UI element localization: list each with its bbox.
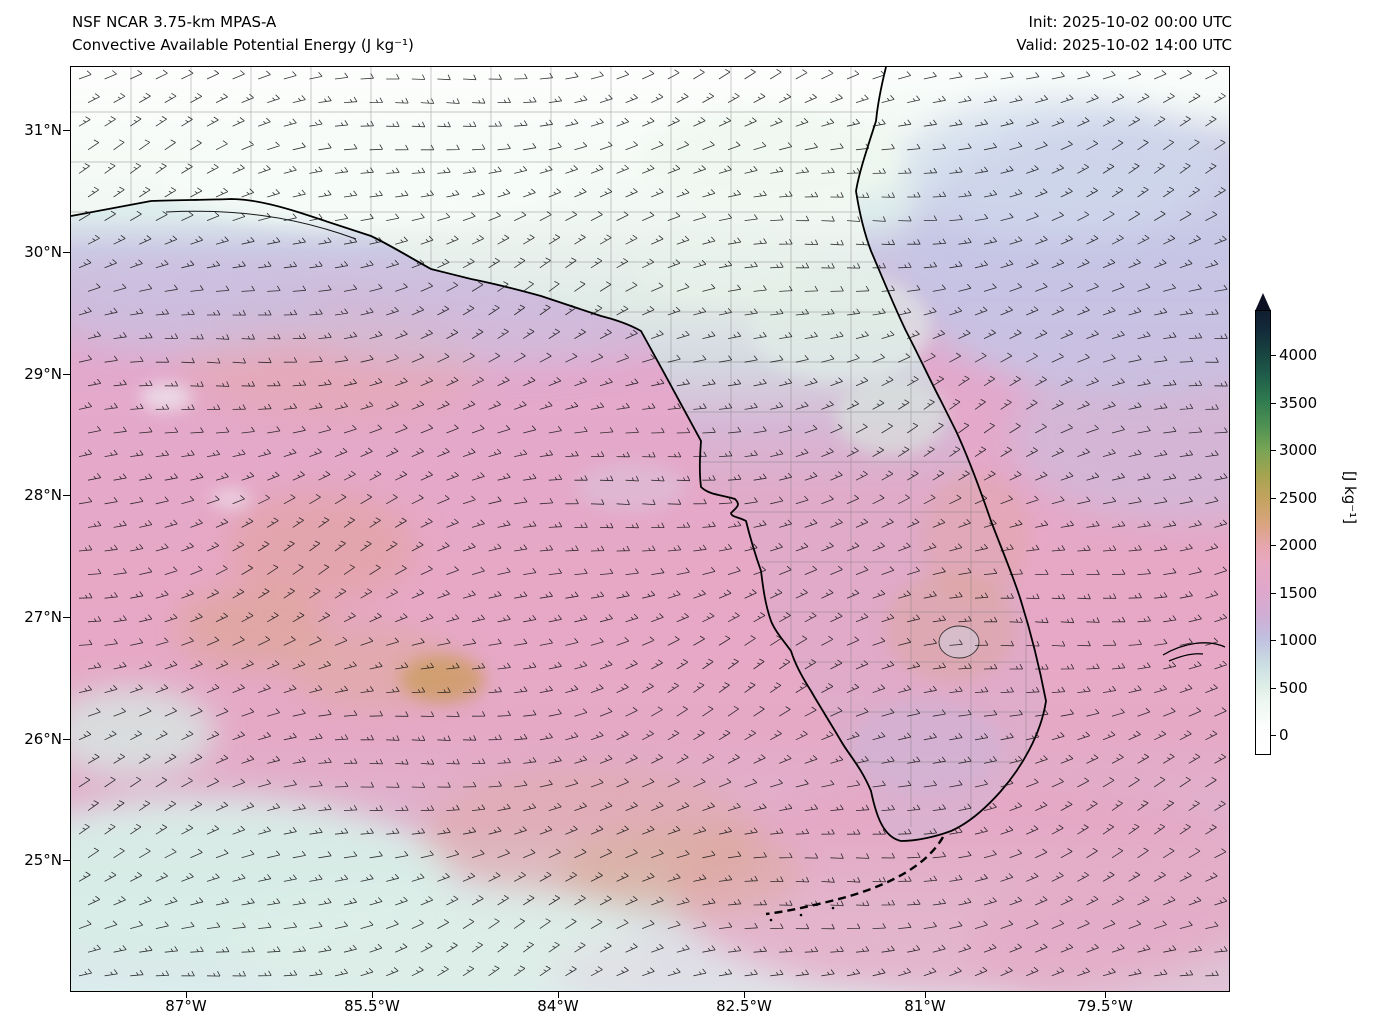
- x-axis-tick: [186, 991, 188, 998]
- x-tick-label: 87°W: [165, 997, 207, 1015]
- cape-map: [71, 67, 1229, 991]
- x-axis-tick: [558, 991, 560, 998]
- colorbar-tick: [1271, 450, 1276, 452]
- colorbar-tick: [1271, 545, 1276, 547]
- y-tick-label: 27°N: [24, 608, 62, 626]
- colorbar-tick-label: 500: [1279, 678, 1308, 697]
- x-axis-tick: [372, 991, 374, 998]
- x-tick-label: 81°W: [904, 997, 946, 1015]
- y-axis-tick: [63, 130, 70, 132]
- y-axis-tick: [63, 860, 70, 862]
- variable-title: Convective Available Potential Energy (J…: [72, 36, 414, 54]
- init-time-label: Init: 2025-10-02 00:00 UTC: [1028, 13, 1232, 31]
- colorbar-tick: [1271, 497, 1276, 499]
- colorbar-tick-label: 2500: [1279, 488, 1318, 507]
- figure-title-block: NSF NCAR 3.75-km MPAS-A Convective Avail…: [72, 11, 414, 57]
- colorbar-unit-label: [J kg⁻¹]: [1341, 471, 1359, 525]
- colorbar-tick: [1271, 402, 1276, 404]
- y-axis-tick: [63, 495, 70, 497]
- wind-barbs: [78, 68, 1228, 977]
- cape-field-local-maxima: [140, 383, 686, 703]
- colorbar-tick: [1271, 687, 1276, 689]
- y-axis-tick: [63, 374, 70, 376]
- y-tick-label: 25°N: [24, 851, 62, 869]
- run-time-block: Init: 2025-10-02 00:00 UTC Valid: 2025-1…: [1016, 11, 1232, 57]
- colorbar-tick-label: 1500: [1279, 583, 1318, 602]
- colorbar-tick: [1271, 355, 1276, 357]
- y-tick-label: 26°N: [24, 730, 62, 748]
- x-axis-tick: [1105, 991, 1107, 998]
- colorbar-tick-label: 3000: [1279, 441, 1318, 459]
- y-axis-tick: [63, 617, 70, 619]
- y-axis-tick: [63, 252, 70, 254]
- y-tick-label: 28°N: [24, 486, 62, 504]
- y-tick-label: 29°N: [24, 365, 62, 383]
- colorbar-tick-label: 2000: [1279, 536, 1318, 554]
- y-tick-label: 30°N: [24, 243, 62, 261]
- x-tick-label: 84°W: [537, 997, 579, 1015]
- y-axis-tick: [63, 739, 70, 741]
- colorbar-tick: [1271, 640, 1276, 642]
- colorbar-tick-label: 0: [1279, 726, 1289, 744]
- colorbar-extend-arrow: [1255, 293, 1271, 311]
- colorbar-gradient: [1255, 310, 1271, 755]
- colorbar-tick: [1271, 592, 1276, 594]
- x-tick-label: 85.5°W: [344, 997, 400, 1015]
- barrier-islands: [165, 210, 357, 240]
- colorbar-tick-label: 3500: [1279, 393, 1318, 412]
- x-tick-label: 82.5°W: [716, 997, 772, 1015]
- colorbar-tick-label: 4000: [1279, 346, 1318, 364]
- x-axis-tick: [744, 991, 746, 998]
- florida-keys: [765, 836, 945, 916]
- coastline: [71, 67, 1047, 842]
- bahama-bank: [1162, 642, 1226, 662]
- keys-islets: [769, 906, 835, 922]
- colorbar-tick: [1271, 735, 1276, 737]
- lake-okeechobee: [938, 625, 980, 659]
- model-title: NSF NCAR 3.75-km MPAS-A: [72, 13, 277, 31]
- y-tick-label: 31°N: [24, 121, 62, 139]
- colorbar-tick-label: 1000: [1279, 631, 1318, 649]
- x-axis-tick: [925, 991, 927, 998]
- x-tick-label: 79.5°W: [1077, 997, 1133, 1015]
- valid-time-label: Valid: 2025-10-02 14:00 UTC: [1016, 36, 1232, 54]
- colorbar: 4000 3500 3000 2500 2000 1500 1000 500 0…: [1255, 293, 1379, 773]
- cape-map-frame: [70, 66, 1230, 992]
